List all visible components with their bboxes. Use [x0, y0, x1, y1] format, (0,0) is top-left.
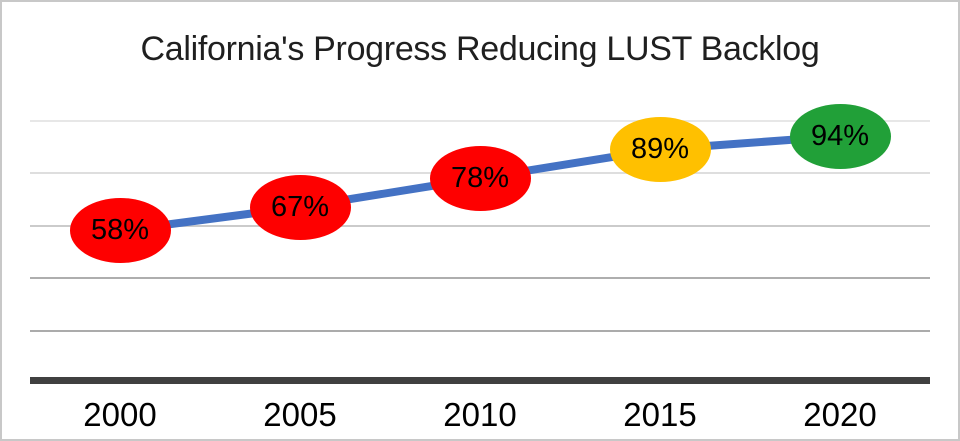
data-point-2010: 78% — [429, 145, 531, 211]
gridline-40 — [30, 277, 930, 279]
data-point-label-2000: 58% — [90, 214, 150, 247]
x-tick-2015: 2015 — [623, 396, 697, 433]
data-point-2015: 89% — [609, 116, 711, 182]
data-point-label-2010: 78% — [450, 161, 510, 194]
data-point-label-2020: 94% — [810, 119, 870, 152]
data-point-label-2015: 89% — [630, 132, 690, 165]
x-tick-2010: 2010 — [443, 396, 517, 433]
data-point-2005: 67% — [249, 174, 351, 240]
x-tick-2000: 2000 — [83, 396, 157, 433]
data-point-2000: 58% — [69, 198, 171, 264]
x-axis-line — [30, 377, 930, 384]
gridline-100 — [30, 119, 930, 122]
x-tick-2005: 2005 — [263, 396, 337, 433]
data-point-2020: 94% — [789, 103, 891, 169]
data-point-label-2005: 67% — [270, 190, 330, 223]
gridline-20 — [30, 329, 930, 332]
chart-title: California's Progress Reducing LUST Back… — [140, 30, 820, 68]
x-tick-2020: 2020 — [803, 396, 877, 433]
